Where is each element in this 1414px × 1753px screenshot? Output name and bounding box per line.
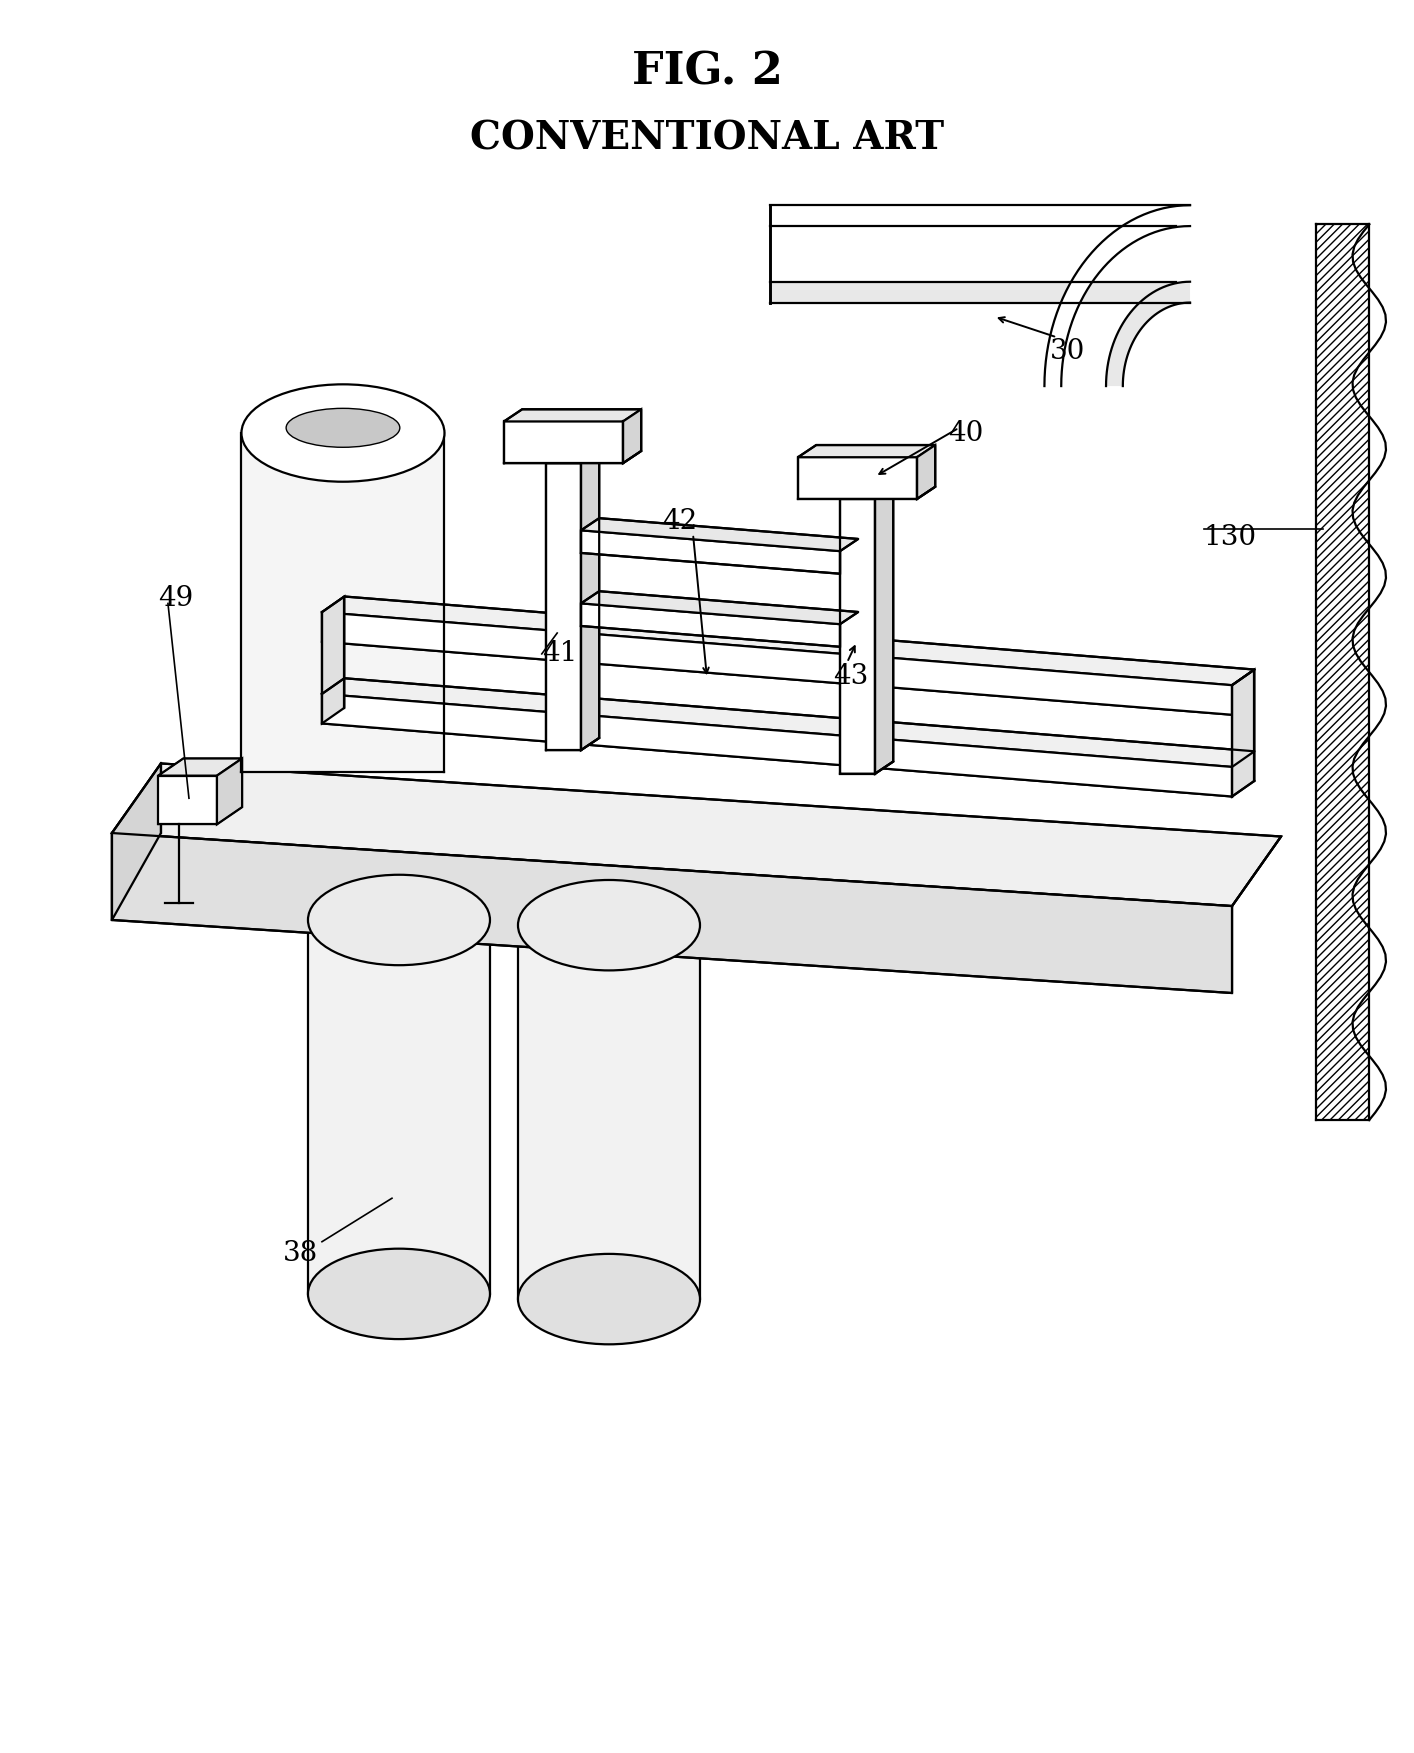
Ellipse shape [308, 875, 491, 966]
Polygon shape [771, 282, 1191, 303]
Polygon shape [322, 596, 1254, 685]
Polygon shape [322, 596, 345, 724]
Polygon shape [322, 694, 1232, 796]
Polygon shape [840, 500, 875, 773]
Text: 130: 130 [1205, 524, 1257, 550]
Polygon shape [216, 759, 242, 824]
Ellipse shape [286, 408, 400, 447]
Polygon shape [158, 759, 242, 775]
Polygon shape [503, 421, 624, 463]
Polygon shape [242, 433, 444, 771]
Text: 49: 49 [158, 586, 194, 612]
Ellipse shape [308, 1248, 491, 1339]
Text: 30: 30 [1051, 338, 1086, 365]
Polygon shape [158, 775, 216, 824]
Text: 43: 43 [833, 663, 868, 691]
Polygon shape [308, 920, 491, 1294]
Polygon shape [112, 764, 1281, 906]
Polygon shape [322, 678, 1254, 766]
Text: 42: 42 [662, 508, 697, 535]
Polygon shape [840, 487, 894, 500]
Polygon shape [624, 408, 641, 463]
Polygon shape [546, 463, 581, 750]
Text: 41: 41 [542, 640, 577, 668]
Polygon shape [581, 603, 840, 647]
Polygon shape [581, 531, 840, 573]
Polygon shape [797, 458, 918, 500]
Polygon shape [918, 445, 935, 500]
Polygon shape [875, 487, 894, 773]
Polygon shape [518, 926, 700, 1299]
Polygon shape [322, 612, 1232, 715]
Text: 40: 40 [947, 419, 983, 447]
Polygon shape [797, 445, 935, 458]
Polygon shape [1232, 670, 1254, 796]
Polygon shape [503, 408, 641, 421]
Polygon shape [581, 591, 858, 624]
Polygon shape [546, 451, 600, 463]
Polygon shape [581, 519, 858, 550]
Ellipse shape [518, 880, 700, 971]
Ellipse shape [518, 1253, 700, 1345]
Text: CONVENTIONAL ART: CONVENTIONAL ART [469, 119, 945, 158]
Polygon shape [112, 833, 1232, 992]
Polygon shape [1106, 282, 1191, 386]
Polygon shape [1316, 224, 1369, 1120]
Text: FIG. 2: FIG. 2 [632, 51, 782, 93]
Polygon shape [581, 451, 600, 750]
Polygon shape [112, 764, 161, 920]
Ellipse shape [242, 384, 444, 482]
Polygon shape [1045, 205, 1191, 386]
Text: 38: 38 [283, 1241, 318, 1267]
Polygon shape [771, 205, 1176, 226]
